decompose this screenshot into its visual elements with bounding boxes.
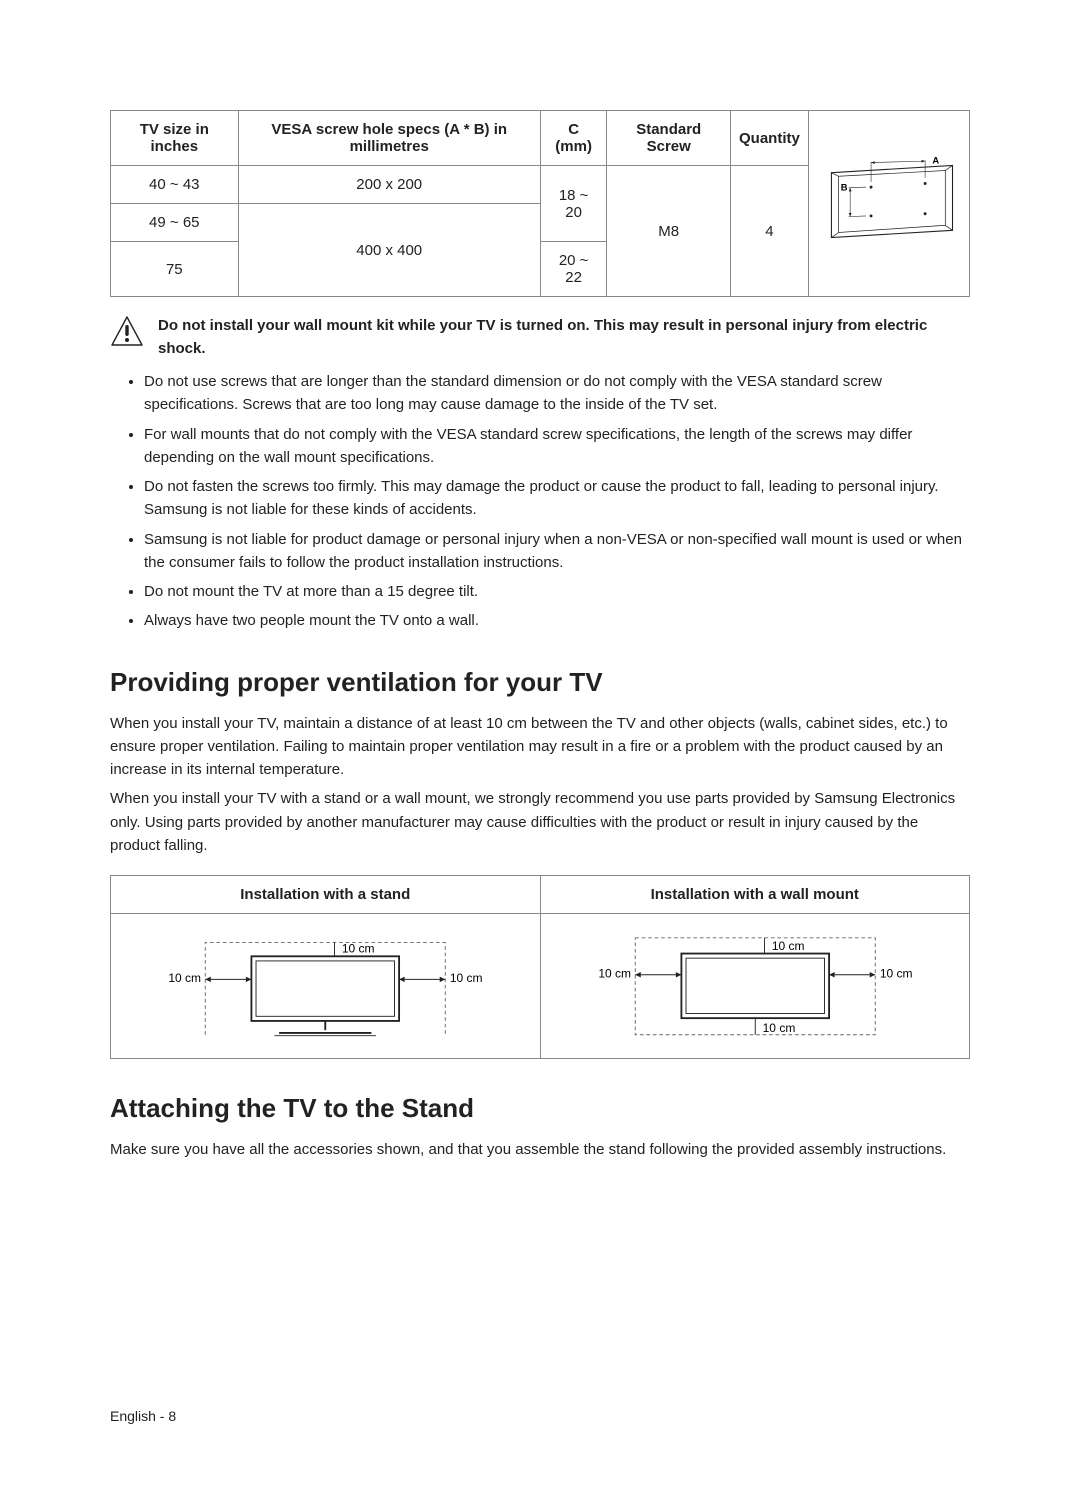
table-row: M8 bbox=[607, 166, 731, 297]
col-screw: Standard Screw bbox=[607, 111, 731, 166]
svg-text:B: B bbox=[841, 183, 848, 193]
col-qty: Quantity bbox=[731, 111, 809, 166]
ventilation-p2: When you install your TV with a stand or… bbox=[110, 787, 970, 857]
attach-heading: Attaching the TV to the Stand bbox=[110, 1093, 970, 1124]
table-row: 200 x 200 bbox=[238, 166, 540, 204]
caution-list: Do not use screws that are longer than t… bbox=[144, 370, 970, 633]
svg-text:10 cm: 10 cm bbox=[450, 971, 483, 985]
warning-block: Do not install your wall mount kit while… bbox=[110, 315, 970, 360]
list-item: Do not mount the TV at more than a 15 de… bbox=[144, 580, 970, 603]
installation-table: Installation with a stand Installation w… bbox=[110, 875, 970, 1059]
list-item: Samsung is not liable for product damage… bbox=[144, 528, 970, 575]
caution-icon bbox=[110, 315, 144, 354]
table-row: 49 ~ 65 bbox=[111, 204, 239, 242]
svg-text:10 cm: 10 cm bbox=[168, 971, 201, 985]
table-row: 20 ~ 22 bbox=[540, 242, 607, 297]
install-wall-diagram: 10 cm 10 cm 10 cm 10 cm bbox=[540, 914, 970, 1059]
list-item: Always have two people mount the TV onto… bbox=[144, 609, 970, 632]
svg-text:A: A bbox=[932, 155, 939, 165]
svg-text:10 cm: 10 cm bbox=[342, 942, 375, 956]
table-row: 18 ~ 20 bbox=[540, 166, 607, 242]
install-wall-header: Installation with a wall mount bbox=[540, 876, 970, 914]
svg-text:10 cm: 10 cm bbox=[771, 939, 804, 953]
table-row: 400 x 400 bbox=[238, 204, 540, 297]
svg-text:10 cm: 10 cm bbox=[879, 967, 912, 981]
col-c: C (mm) bbox=[540, 111, 607, 166]
col-vesa: VESA screw hole specs (A * B) in millime… bbox=[238, 111, 540, 166]
vesa-spec-table: TV size in inches VESA screw hole specs … bbox=[110, 110, 970, 297]
svg-text:10 cm: 10 cm bbox=[598, 967, 631, 981]
ventilation-heading: Providing proper ventilation for your TV bbox=[110, 667, 970, 698]
install-stand-diagram: 10 cm 10 cm 10 cm bbox=[111, 914, 541, 1059]
col-tv-size: TV size in inches bbox=[111, 111, 239, 166]
svg-text:10 cm: 10 cm bbox=[762, 1021, 795, 1035]
list-item: For wall mounts that do not comply with … bbox=[144, 423, 970, 470]
warning-text: Do not install your wall mount kit while… bbox=[158, 315, 970, 360]
vesa-diagram: A B bbox=[808, 111, 969, 297]
list-item: Do not fasten the screws too firmly. Thi… bbox=[144, 475, 970, 522]
page-footer: English - 8 bbox=[110, 1408, 176, 1424]
table-row: 75 bbox=[111, 242, 239, 297]
ventilation-p1: When you install your TV, maintain a dis… bbox=[110, 712, 970, 782]
list-item: Do not use screws that are longer than t… bbox=[144, 370, 970, 417]
attach-p1: Make sure you have all the accessories s… bbox=[110, 1138, 970, 1161]
table-row: 40 ~ 43 bbox=[111, 166, 239, 204]
install-stand-header: Installation with a stand bbox=[111, 876, 541, 914]
table-row: 4 bbox=[731, 166, 809, 297]
